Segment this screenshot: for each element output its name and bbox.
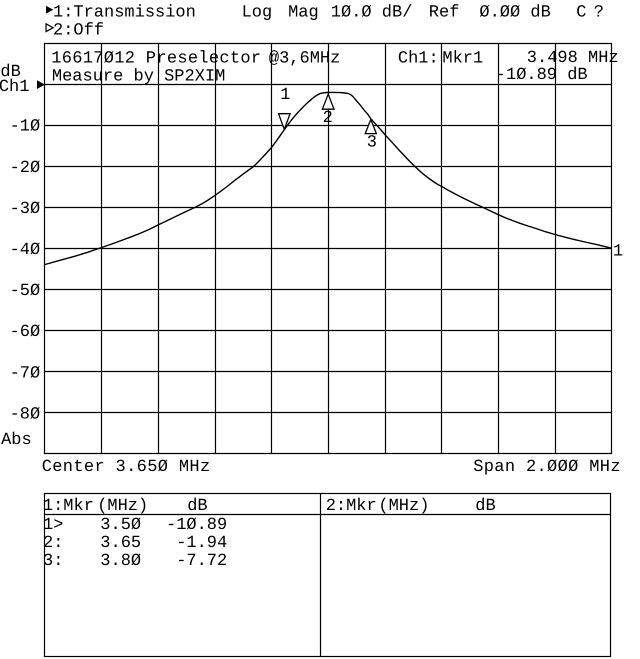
svg-text:(MHz): (MHz) [378, 497, 429, 516]
svg-text:Mag: Mag [288, 3, 319, 22]
svg-text:16617Ø12 Preselector: 16617Ø12 Preselector [51, 50, 261, 69]
svg-text:-1Ø: -1Ø [10, 118, 41, 137]
svg-text:-1Ø.89: -1Ø.89 [166, 516, 227, 535]
svg-text:-8Ø: -8Ø [10, 405, 41, 424]
svg-text:Log: Log [242, 3, 273, 22]
svg-text:3.498 MHz: 3.498 MHz [527, 49, 619, 68]
svg-text:Span 2.ØØØ MHz: Span 2.ØØØ MHz [473, 458, 621, 477]
svg-text:1: 1 [280, 86, 290, 105]
svg-text:dB: dB [0, 63, 20, 82]
svg-text:Center 3.65Ø MHz: Center 3.65Ø MHz [42, 458, 211, 477]
svg-text:3:: 3: [43, 552, 63, 571]
svg-text:Measure by SP2XIM: Measure by SP2XIM [52, 67, 225, 86]
svg-text:Ref: Ref [429, 3, 460, 22]
svg-text:Abs: Abs [1, 431, 32, 450]
svg-text:1Ø.Ø dB/: 1Ø.Ø dB/ [331, 3, 413, 22]
svg-text:3.5Ø: 3.5Ø [100, 516, 141, 535]
svg-text:dB: dB [187, 497, 207, 516]
svg-text:@3,6MHz: @3,6MHz [269, 50, 340, 69]
svg-text:1: 1 [613, 243, 623, 262]
svg-text:-4Ø: -4Ø [10, 241, 41, 260]
svg-text:2:: 2: [43, 534, 63, 553]
svg-text:-1Ø.89 dB: -1Ø.89 dB [496, 66, 588, 85]
svg-text:Ch1:: Ch1: [398, 50, 439, 69]
svg-text:Mkr1: Mkr1 [442, 50, 483, 69]
svg-text:-3Ø: -3Ø [10, 200, 41, 219]
svg-text:Ø.ØØ dB: Ø.ØØ dB [479, 3, 550, 22]
svg-text:Ch1: Ch1 [0, 78, 29, 97]
svg-text:?: ? [594, 3, 604, 22]
svg-text:2:Mkr: 2:Mkr [326, 497, 377, 516]
svg-text:3: 3 [367, 134, 377, 153]
svg-text:3.65: 3.65 [100, 534, 141, 553]
svg-text:-7.72: -7.72 [176, 552, 227, 571]
svg-text:-7Ø: -7Ø [10, 364, 41, 383]
svg-text:dB: dB [475, 497, 495, 516]
svg-text:2:Off: 2:Off [53, 21, 104, 40]
svg-text:-1.94: -1.94 [176, 534, 227, 553]
svg-text:(MHz): (MHz) [97, 497, 148, 516]
svg-text:-2Ø: -2Ø [10, 159, 41, 178]
svg-text:C: C [576, 3, 586, 22]
svg-text:1:Mkr: 1:Mkr [43, 497, 94, 516]
svg-text:1>: 1> [43, 516, 63, 535]
svg-text:1:Transmission: 1:Transmission [53, 3, 196, 22]
svg-text:3.8Ø: 3.8Ø [100, 552, 141, 571]
svg-text:2: 2 [323, 109, 333, 128]
svg-text:-6Ø: -6Ø [10, 323, 41, 342]
svg-text:-5Ø: -5Ø [10, 282, 41, 301]
